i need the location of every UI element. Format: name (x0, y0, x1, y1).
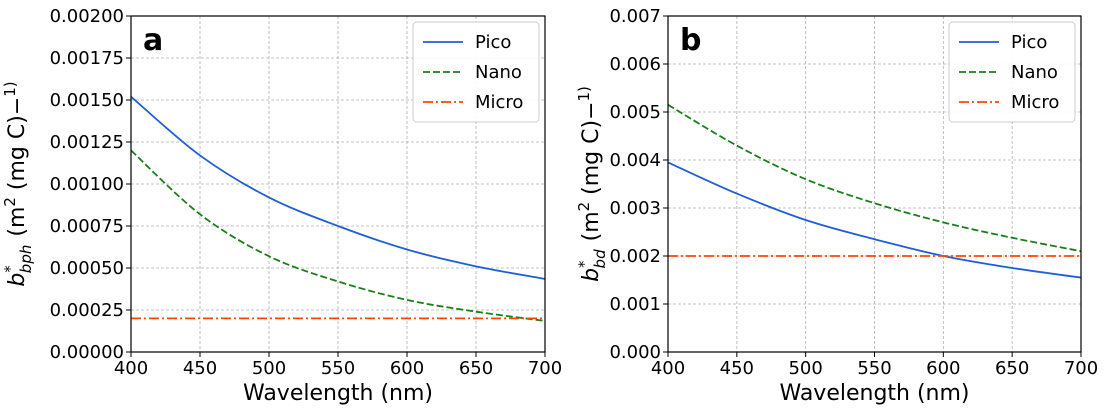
y-tick-label: 0.002 (609, 246, 661, 267)
legend-box (412, 21, 540, 123)
legend: Pico Nano Micro (412, 21, 540, 123)
y-tick-label: 0.00100 (50, 174, 124, 195)
x-tick-label: 400 (651, 358, 685, 379)
y-tick-label: 0.00050 (50, 258, 124, 279)
y-tick-label: 0.005 (609, 102, 661, 123)
x-tick-label: 650 (459, 358, 493, 379)
x-tick-label: 500 (252, 358, 286, 379)
panel-label: b (680, 23, 701, 58)
x-tick-label: 400 (114, 358, 148, 379)
chart-panel-b: 400 450 500 550 600 650 700 0.000 0.001 0.002 0.00… (575, 6, 1098, 406)
x-tick-label: 600 (926, 358, 960, 379)
y-tick-label: 0.006 (609, 54, 661, 75)
series-line-nano (130, 149, 546, 322)
x-tick-label: 700 (528, 358, 562, 379)
x-tick-label: 550 (857, 358, 891, 379)
y-tick-label: 0.001 (609, 294, 661, 315)
legend-box (948, 21, 1076, 123)
y-tick-label: 0.00000 (50, 342, 124, 363)
y-tick-label: 0.004 (609, 150, 661, 171)
x-tick-label: 650 (995, 358, 1029, 379)
x-tick-label: 500 (788, 358, 822, 379)
y-tick-label: 0.00075 (50, 216, 124, 237)
legend-label-pico: Pico (475, 32, 511, 53)
x-axis-label: Wavelength (nm) (243, 381, 433, 406)
legend-label-nano: Nano (475, 62, 522, 83)
chart-panel-a: 400 450 500 550 600 650 700 0.00000 0.00025 0.000… (1, 6, 562, 406)
legend: Pico Nano Micro (948, 21, 1076, 123)
legend-label-micro: Micro (1011, 92, 1059, 113)
y-tick-label: 0.00175 (50, 48, 124, 69)
y-axis-label: b*bd(m2 (mg C)−1) (575, 86, 609, 282)
x-axis-label: Wavelength (nm) (779, 381, 969, 406)
x-tick-label: 450 (183, 358, 217, 379)
x-tick-label: 700 (1064, 358, 1098, 379)
y-tick-label: 0.00025 (50, 300, 124, 321)
legend-label-pico: Pico (1011, 32, 1047, 53)
legend-label-nano: Nano (1011, 62, 1058, 83)
legend-label-micro: Micro (475, 92, 523, 113)
x-tick-label: 450 (720, 358, 754, 379)
y-axis-label: b*bph(m2 (mg C)−1) (1, 81, 35, 286)
y-tick-label: 0.00150 (50, 90, 124, 111)
series-line-pico (130, 95, 546, 280)
series-line-nano (667, 104, 1082, 253)
y-tick-label: 0.003 (609, 198, 661, 219)
x-tick-label: 550 (321, 358, 355, 379)
y-tick-label: 0.000 (609, 342, 661, 363)
y-tick-label: 0.007 (609, 6, 661, 27)
x-tick-label: 600 (390, 358, 424, 379)
panel-label: a (143, 23, 163, 58)
y-tick-label: 0.00125 (50, 132, 124, 153)
y-tick-label: 0.00200 (50, 6, 124, 27)
series-line-pico (667, 161, 1082, 279)
